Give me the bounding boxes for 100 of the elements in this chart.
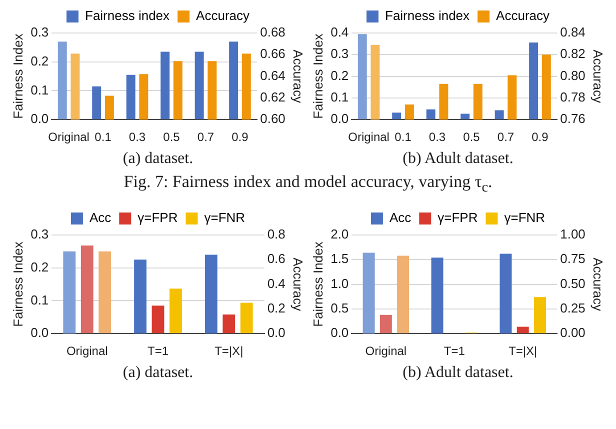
y-tick-label: 0.4 [330,24,349,40]
y2-tick-label: 0.75 [560,252,586,267]
bar [170,288,182,334]
bar [426,109,436,120]
x-tick-label: T=1 [147,344,169,359]
y-tick-label: 1.0 [330,276,349,292]
y-tick-label: 1.5 [330,252,349,267]
y2-tick-label: 0.6 [267,252,286,267]
y2-axis-title: Accuracy [290,50,306,104]
bar [397,256,410,334]
bar [222,314,236,334]
caption: Fig. 7: Fairness index and model accuracy, varying τ$_{c}$. [122,172,494,196]
y2-tick-label: 0.50 [560,276,586,292]
legend-label: Fairness index [85,8,170,24]
legend-label: Accuracy [196,8,250,24]
y-tick-label: 0.1 [30,82,49,98]
y-tick-label: 0.0 [30,326,49,341]
bar [534,298,546,334]
y2-tick-label: 0.4 [267,276,286,292]
text: (a) dataset. [122,364,194,382]
x-tick-label: T=|X| [508,344,538,359]
y-tick-label: 0.1 [330,90,349,105]
y2-tick-label: 0.84 [560,24,586,40]
bar [98,252,112,334]
y-tick-label: 0.0 [330,326,349,341]
y-axis-title: Fairness Index [10,33,26,119]
y-tick-label: 0.3 [30,226,49,242]
x-tick-label: 0.5 [463,130,480,144]
legend-label: γ=FPR [438,210,478,226]
y2-tick-label: 0.60 [260,111,286,126]
x-tick-label: 0.1 [94,130,112,144]
x-tick-label: 0.3 [428,130,446,144]
bar [160,52,170,120]
y-tick-label: 0.2 [30,260,49,275]
x-tick-label: 0.3 [128,130,146,144]
x-tick-label: 0.9 [232,130,249,144]
y2-axis-title: Accuracy [290,258,306,312]
text: (b) Adult dataset. [402,364,514,382]
bar [126,74,136,120]
text: (a) dataset. [122,150,194,168]
bar [516,327,529,334]
y-tick-label: 2.0 [330,226,349,242]
legend-label: Accuracy [496,8,550,24]
y2-tick-label: 0.68 [260,24,286,40]
x-tick-label: Original [348,130,390,144]
y2-tick-label: 0.82 [560,46,586,62]
y-tick-label: 0.3 [330,46,349,62]
text: (b) Adult dataset. [402,150,514,168]
bar [80,246,94,334]
y2-tick-label: 0.78 [560,90,586,105]
legend-label: γ=FNR [504,210,546,226]
y-axis-title: Fairness Index [310,33,326,119]
legend-label: Fairness index [385,8,470,24]
y-tick-label: 0.2 [330,68,349,83]
x-tick-label: Original [365,344,407,359]
y-axis-title: Fairness Index [310,242,326,328]
y2-tick-label: 1.00 [560,226,586,242]
bar [494,110,504,120]
y2-tick-label: 0.80 [560,68,586,83]
y-tick-label: 0.0 [30,111,49,126]
y-tick-label: 0.0 [330,111,349,126]
y2-tick-label: 0.00 [560,326,586,341]
y2-tick-label: 0.0 [267,326,286,341]
legend-label: γ=FPR [138,210,178,226]
y-tick-label: 0.3 [30,24,49,40]
bar [358,34,367,120]
y2-tick-label: 0.76 [560,111,586,126]
y2-tick-label: 0.8 [267,226,286,242]
x-tick-label: T=|X| [214,344,244,359]
x-tick-label: 0.1 [394,130,412,144]
bar [194,52,204,120]
x-tick-label: 0.5 [163,130,180,144]
bar [92,86,102,120]
y2-tick-label: 0.25 [560,300,586,316]
y2-tick-label: 0.62 [260,90,286,105]
bar [58,42,67,120]
bar [529,42,538,120]
legend-label: Acc [389,210,412,226]
x-tick-label: Original [48,130,90,144]
y-tick-label: 0.5 [330,300,349,316]
legend-label: Acc [89,210,112,226]
y2-tick-label: 0.66 [260,46,286,62]
x-tick-label: Original [66,344,108,359]
y-tick-label: 0.2 [30,53,49,68]
legend-label: γ=FNR [204,210,246,226]
bar [460,114,470,120]
bar [152,306,164,334]
y-tick-label: 0.1 [30,292,49,308]
bar [380,315,392,334]
x-tick-label: 0.9 [532,130,549,144]
y2-tick-label: 0.2 [267,300,286,316]
y-axis-title: Fairness Index [10,242,26,328]
bar [229,42,238,120]
x-tick-label: T=1 [444,344,466,359]
x-tick-label: 0.7 [197,130,214,144]
x-tick-label: 0.7 [497,130,514,144]
y2-axis-title: Accuracy [590,258,606,312]
y2-tick-label: 0.64 [260,68,286,83]
bar [392,112,402,120]
bar [240,303,253,334]
